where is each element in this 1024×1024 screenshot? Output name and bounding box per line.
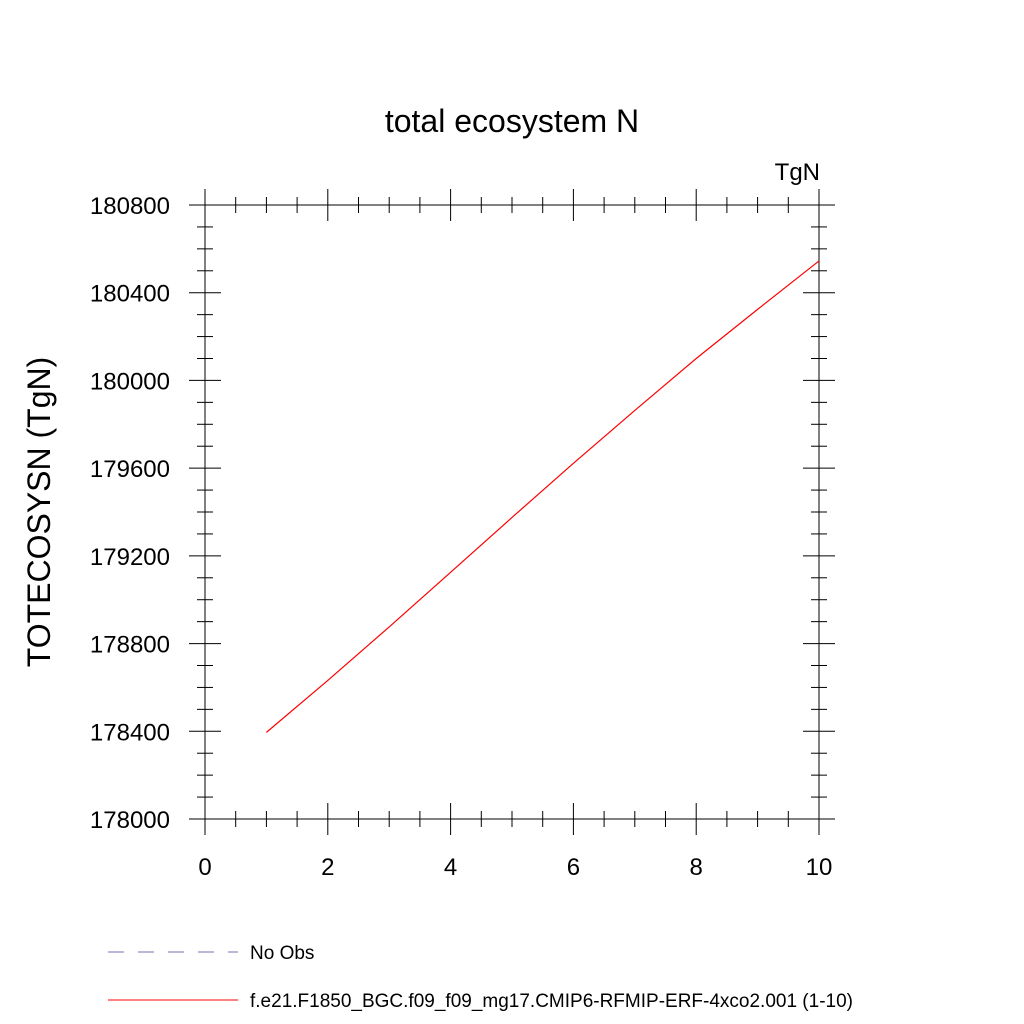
legend-label: No Obs	[250, 943, 314, 964]
x-tick-label: 6	[567, 854, 580, 881]
x-tick-label: 0	[198, 854, 211, 881]
plot-frame	[204, 204, 820, 820]
series-layer	[266, 260, 820, 733]
y-axis-label: TOTECOSYSN (TgN)	[21, 357, 57, 668]
y-tick-label: 178000	[90, 807, 170, 834]
y-tick-label: 179600	[90, 456, 170, 483]
y-tick-label: 179200	[90, 544, 170, 571]
axis-tick-labels: 0 2 4 6 8 10 178000 178400 178800 179200 179600 180…	[90, 193, 832, 881]
x-tick-label: 10	[806, 854, 833, 881]
y-tick-label: 180400	[90, 281, 170, 308]
series-line	[266, 260, 820, 733]
units-label: TgN	[775, 159, 820, 186]
y-tick-label: 178400	[90, 719, 170, 746]
y-tick-label: 180800	[90, 193, 170, 220]
axis-ticks	[189, 189, 835, 835]
chart-title: total ecosystem N	[385, 103, 639, 139]
y-tick-label: 178800	[90, 632, 170, 659]
y-tick-label: 180000	[90, 368, 170, 395]
x-tick-label: 4	[444, 854, 457, 881]
legend: No Obs f.e21.F1850_BGC.f09_f09_mg17.CMIP6…	[108, 943, 853, 1012]
legend-label: f.e21.F1850_BGC.f09_f09_mg17.CMIP6-RFMIP…	[250, 991, 853, 1012]
x-tick-label: 2	[321, 854, 334, 881]
x-tick-label: 8	[690, 854, 703, 881]
